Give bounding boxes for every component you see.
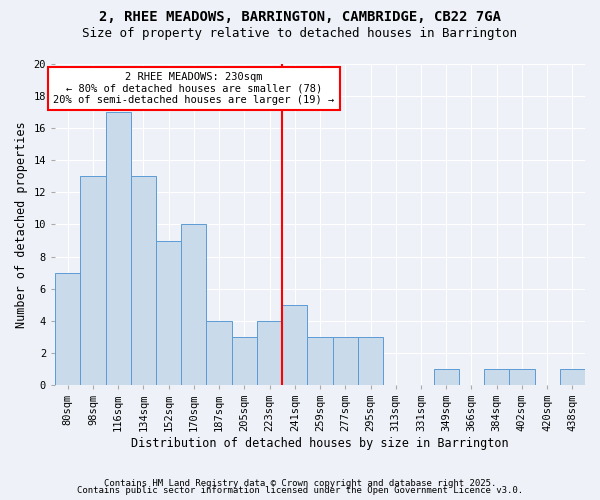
- Text: 2 RHEE MEADOWS: 230sqm
← 80% of detached houses are smaller (78)
20% of semi-det: 2 RHEE MEADOWS: 230sqm ← 80% of detached…: [53, 72, 334, 105]
- Bar: [80, 176, 106, 385]
- Bar: [55, 272, 80, 385]
- Bar: [106, 112, 131, 385]
- Bar: [131, 176, 156, 385]
- Bar: [206, 320, 232, 385]
- Bar: [156, 240, 181, 385]
- Text: 2, RHEE MEADOWS, BARRINGTON, CAMBRIDGE, CB22 7GA: 2, RHEE MEADOWS, BARRINGTON, CAMBRIDGE, …: [99, 10, 501, 24]
- Text: Contains HM Land Registry data © Crown copyright and database right 2025.: Contains HM Land Registry data © Crown c…: [104, 478, 496, 488]
- Bar: [560, 369, 585, 385]
- Text: Size of property relative to detached houses in Barrington: Size of property relative to detached ho…: [83, 28, 517, 40]
- Bar: [332, 337, 358, 385]
- Bar: [307, 337, 332, 385]
- Bar: [434, 369, 459, 385]
- Bar: [358, 337, 383, 385]
- X-axis label: Distribution of detached houses by size in Barrington: Distribution of detached houses by size …: [131, 437, 509, 450]
- Bar: [232, 337, 257, 385]
- Y-axis label: Number of detached properties: Number of detached properties: [15, 121, 28, 328]
- Bar: [484, 369, 509, 385]
- Bar: [509, 369, 535, 385]
- Bar: [181, 224, 206, 385]
- Bar: [257, 320, 282, 385]
- Text: Contains public sector information licensed under the Open Government Licence v3: Contains public sector information licen…: [77, 486, 523, 495]
- Bar: [282, 304, 307, 385]
